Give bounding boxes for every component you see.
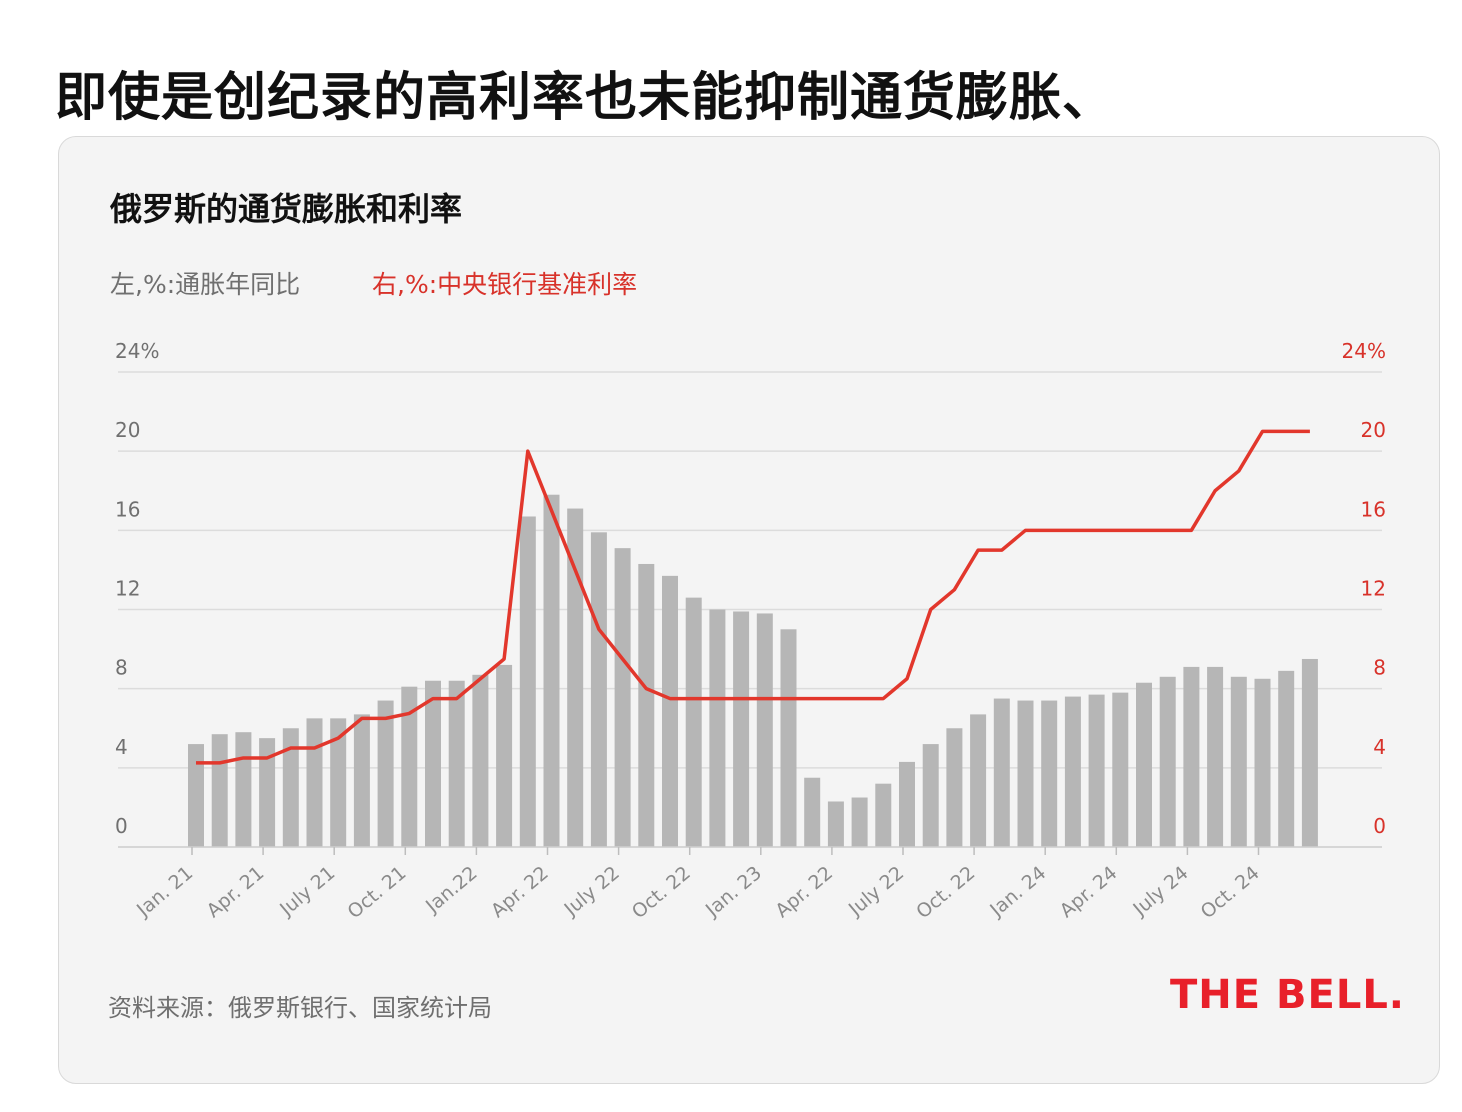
inflation-bar xyxy=(401,686,418,847)
x-tick-label: Jan. 21 xyxy=(132,862,197,922)
x-tick-label: July 21 xyxy=(275,862,339,921)
inflation-bar xyxy=(804,777,821,847)
inflation-bar xyxy=(1183,666,1200,847)
inflation-bar xyxy=(709,609,726,847)
inflation-bar xyxy=(614,548,631,847)
inflation-bar xyxy=(899,761,915,847)
inflation-bar xyxy=(827,801,844,847)
inflation-bar xyxy=(1230,676,1247,847)
right-tick-label: 24% xyxy=(1342,339,1386,363)
headline: 即使是创纪录的高利率也未能抑制通货膨胀、 xyxy=(55,68,1116,128)
left-tick-label: 8 xyxy=(115,656,128,680)
inflation-bar xyxy=(472,674,489,847)
inflation-bar xyxy=(590,532,607,847)
right-tick-label: 16 xyxy=(1361,497,1386,521)
inflation-bar xyxy=(733,611,750,847)
right-tick-label: 8 xyxy=(1373,656,1386,680)
inflation-bar xyxy=(188,744,204,847)
x-tick-label: Apr. 24 xyxy=(1056,862,1122,922)
inflation-bar xyxy=(875,783,892,847)
right-tick-label: 12 xyxy=(1361,577,1386,601)
inflation-bar xyxy=(519,516,536,847)
inflation-bar xyxy=(282,728,299,847)
x-tick-label: July 22 xyxy=(844,862,908,921)
inflation-bar xyxy=(1301,658,1318,847)
the-bell-logo: THE BELL. xyxy=(1170,972,1405,1018)
inflation-bar xyxy=(306,718,323,847)
right-tick-label: 20 xyxy=(1361,418,1386,442)
inflation-bar xyxy=(543,494,560,847)
inflation-bar xyxy=(638,563,655,847)
right-axis-legend: 右,%:中央银行基准利率 xyxy=(372,270,638,299)
inflation-bar xyxy=(1088,694,1105,847)
inflation-bar xyxy=(1064,696,1081,847)
inflation-bar xyxy=(259,738,276,847)
x-tick-label: Apr. 21 xyxy=(203,862,269,922)
inflation-bar xyxy=(756,613,773,847)
left-axis-legend: 左,%:通胀年同比 xyxy=(110,270,301,299)
left-tick-label: 4 xyxy=(115,735,128,759)
x-tick-label: Apr. 22 xyxy=(771,862,837,922)
inflation-bar xyxy=(235,732,252,847)
inflation-bars xyxy=(188,494,1318,847)
inflation-bar xyxy=(851,797,868,847)
inflation-bar xyxy=(377,700,394,847)
x-tick-label: July 24 xyxy=(1128,862,1192,921)
x-tick-label: Oct. 24 xyxy=(1197,862,1264,923)
inflation-bar xyxy=(970,714,987,847)
inflation-bar xyxy=(1207,666,1224,847)
inflation-bar xyxy=(425,680,441,847)
right-tick-label: 4 xyxy=(1373,735,1386,759)
inflation-bar xyxy=(1017,700,1034,847)
x-tick-label: Oct. 21 xyxy=(343,862,410,923)
inflation-bar xyxy=(993,698,1010,847)
inflation-bar xyxy=(1112,692,1129,847)
x-tick-label: July 22 xyxy=(560,862,624,921)
x-tick-label: Oct. 22 xyxy=(628,862,695,923)
x-tick-label: Apr. 22 xyxy=(487,862,553,922)
rate-series-line xyxy=(196,429,1310,765)
left-tick-label: 12 xyxy=(115,577,140,601)
inflation-bar xyxy=(1278,670,1295,847)
left-tick-label: 20 xyxy=(115,418,140,442)
inflation-bar xyxy=(1041,700,1058,847)
inflation-bar xyxy=(353,714,370,847)
inflation-bar xyxy=(330,718,347,847)
left-tick-label: 16 xyxy=(115,497,140,521)
inflation-bar xyxy=(496,664,513,847)
right-tick-label: 0 xyxy=(1373,814,1386,838)
inflation-bar xyxy=(211,734,228,847)
x-tick-label: Jan.22 xyxy=(421,862,481,918)
inflation-bar xyxy=(922,744,939,847)
x-tick-label: Jan. 24 xyxy=(985,862,1050,922)
inflation-bar xyxy=(567,508,584,847)
inflation-bar xyxy=(946,728,963,847)
inflation-bar xyxy=(1136,682,1152,847)
x-tick-label: Jan. 23 xyxy=(701,862,766,922)
left-tick-label: 0 xyxy=(115,814,128,838)
inflation-bar xyxy=(685,597,702,847)
inflation-bar xyxy=(1254,678,1271,847)
x-tick-label: Oct. 22 xyxy=(912,862,979,923)
source-note: 资料来源：俄罗斯银行、国家统计局 xyxy=(108,994,492,1022)
inflation-bar xyxy=(662,575,678,847)
inflation-bar xyxy=(1159,676,1176,847)
chart-title: 俄罗斯的通货膨胀和利率 xyxy=(110,190,463,228)
left-tick-label: 24% xyxy=(115,339,159,363)
inflation-bar xyxy=(448,680,465,847)
inflation-bar xyxy=(780,629,797,847)
rate-line xyxy=(196,429,1310,765)
